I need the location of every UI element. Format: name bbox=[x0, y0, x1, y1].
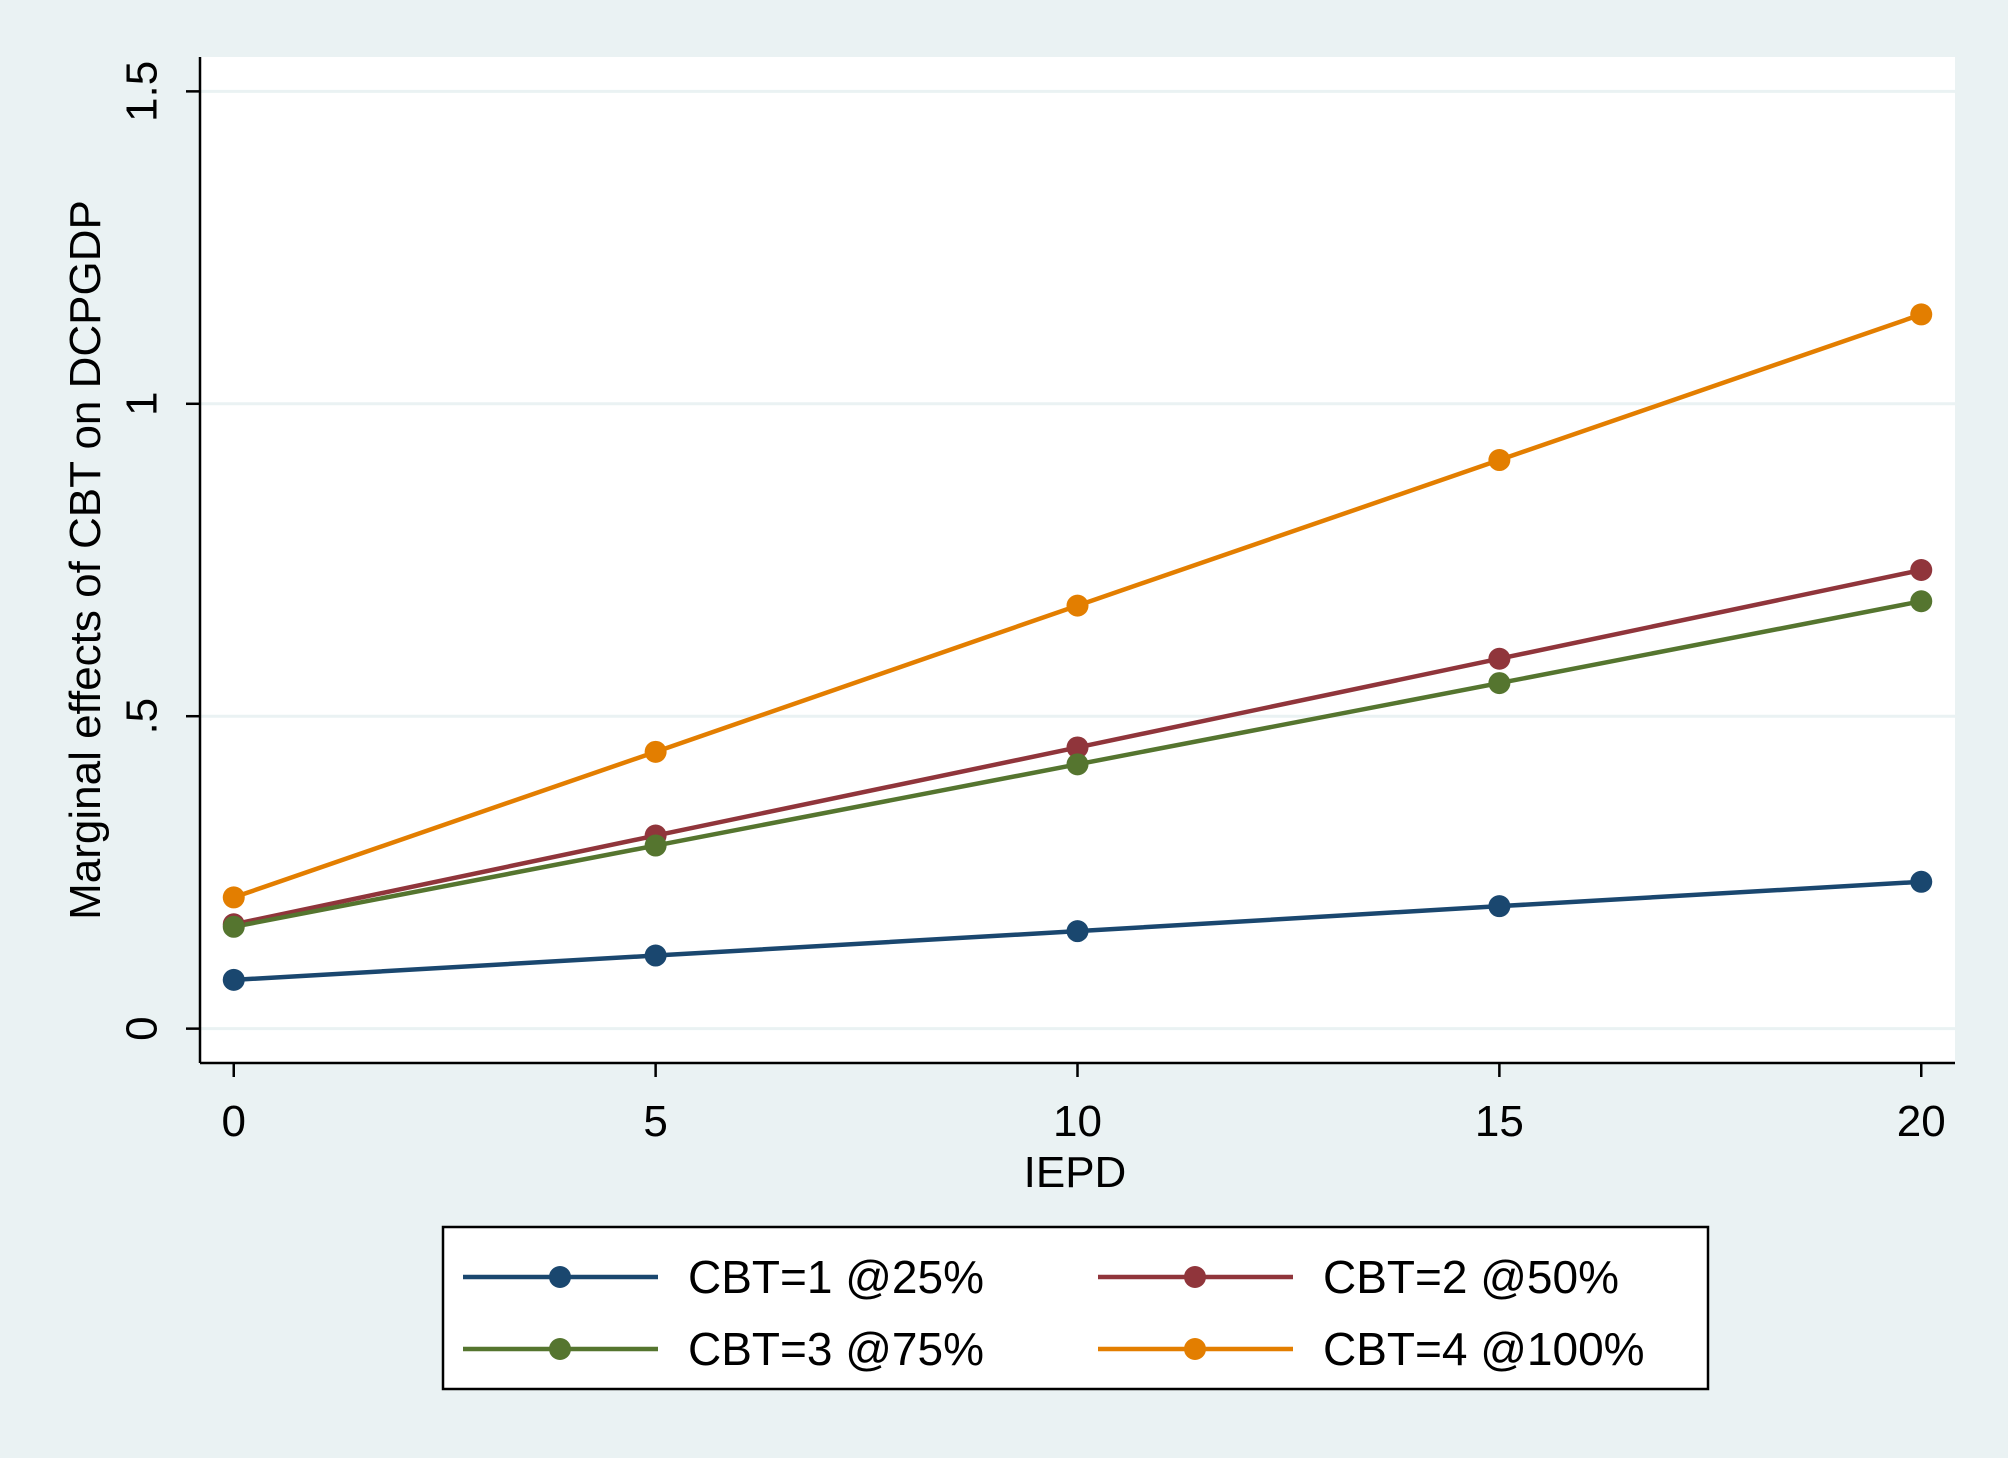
series-3-point-3 bbox=[1488, 672, 1511, 695]
series-3-point-1 bbox=[644, 834, 667, 857]
y-tick-label-0: 0 bbox=[118, 1016, 167, 1040]
legend-label-3: CBT=3 @75% bbox=[688, 1323, 984, 1375]
series-1-point-2 bbox=[1066, 920, 1089, 943]
series-2-point-3 bbox=[1488, 647, 1511, 670]
series-1-point-1 bbox=[644, 944, 667, 967]
x-axis-title: IEPD bbox=[1024, 1148, 1127, 1197]
series-3-point-0 bbox=[222, 915, 245, 938]
legend-swatch-marker-3 bbox=[549, 1338, 571, 1360]
series-4-point-3 bbox=[1488, 449, 1511, 472]
series-3-point-4 bbox=[1910, 590, 1933, 613]
series-4-point-0 bbox=[222, 886, 245, 909]
plot-area bbox=[200, 57, 1955, 1063]
legend-swatch-marker-2 bbox=[1184, 1266, 1206, 1288]
legend-box bbox=[441, 1225, 1710, 1391]
x-axis-ticks: 0 5 10 15 20 bbox=[222, 1063, 1946, 1146]
series-4-point-4 bbox=[1910, 303, 1933, 326]
y-tick-label-2: 1 bbox=[118, 392, 167, 416]
x-tick-label-4: 20 bbox=[1897, 1097, 1946, 1146]
legend: CBT=1 @25% CBT=2 @50% CBT=3 @75% CBT=4 @100… bbox=[441, 1225, 1710, 1391]
series-points bbox=[222, 303, 1933, 991]
legend-label-4: CBT=4 @100% bbox=[1323, 1323, 1645, 1375]
series-2-point-4 bbox=[1910, 558, 1933, 581]
series-4-point-1 bbox=[644, 740, 667, 763]
series-3-point-2 bbox=[1066, 753, 1089, 776]
x-tick-label-3: 15 bbox=[1475, 1097, 1524, 1146]
x-tick-label-2: 10 bbox=[1053, 1097, 1102, 1146]
y-axis-title: Marginal effects of CBT on DCPGDP bbox=[61, 200, 110, 920]
series-1-point-3 bbox=[1488, 895, 1511, 918]
legend-label-2: CBT=2 @50% bbox=[1323, 1251, 1619, 1303]
y-axis-ticks: 0 .5 1 1.5 bbox=[118, 61, 200, 1041]
legend-swatch-marker-1 bbox=[549, 1266, 571, 1288]
series-1-point-4 bbox=[1910, 870, 1933, 893]
legend-swatch-marker-4 bbox=[1184, 1338, 1206, 1360]
series-2-point-2 bbox=[1066, 736, 1089, 759]
y-tick-label-3: 1.5 bbox=[118, 61, 167, 122]
y-tick-label-1: .5 bbox=[118, 698, 167, 735]
series-1-point-0 bbox=[222, 968, 245, 991]
x-tick-label-0: 0 bbox=[222, 1097, 246, 1146]
legend-label-1: CBT=1 @25% bbox=[688, 1251, 984, 1303]
x-tick-label-1: 5 bbox=[643, 1097, 667, 1146]
series-4-point-2 bbox=[1066, 594, 1089, 617]
